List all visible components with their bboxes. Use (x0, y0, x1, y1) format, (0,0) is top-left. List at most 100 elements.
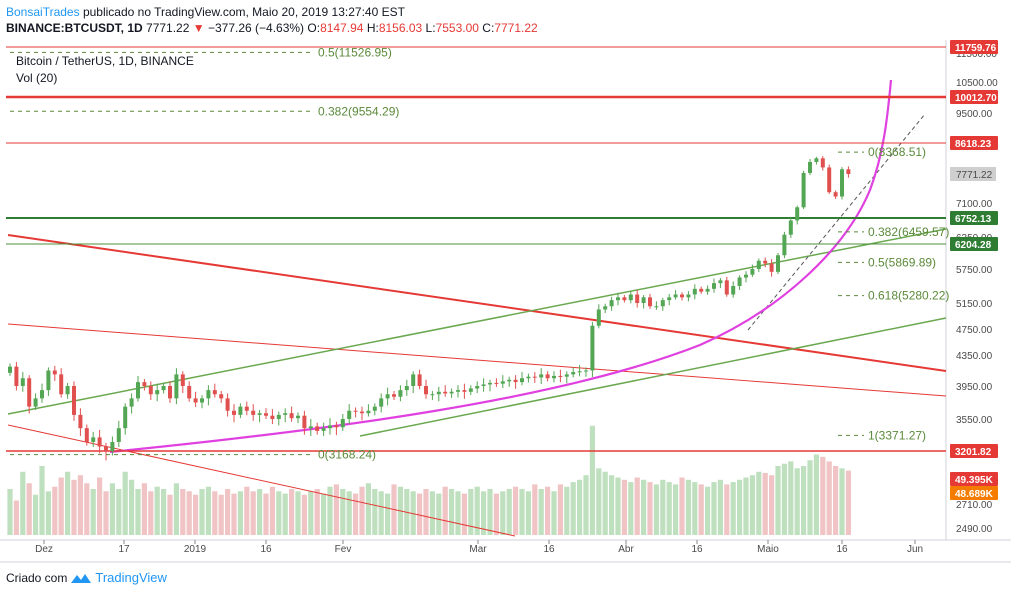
candle-body[interactable] (603, 306, 608, 310)
candle-body[interactable] (340, 419, 345, 428)
candle-body[interactable] (443, 391, 448, 394)
candle-body[interactable] (526, 376, 531, 379)
candle-body[interactable] (782, 234, 787, 256)
candle-body[interactable] (667, 297, 672, 301)
red-descending-trendline[interactable] (7, 234, 947, 372)
candle-body[interactable] (328, 425, 332, 429)
candle-body[interactable] (430, 394, 435, 396)
candle-body[interactable] (833, 192, 838, 197)
candle-body[interactable] (660, 300, 665, 307)
candle-body[interactable] (97, 437, 102, 447)
candle-body[interactable] (206, 390, 211, 399)
candle-body[interactable] (33, 398, 38, 407)
candle-body[interactable] (814, 158, 819, 162)
candle-body[interactable] (296, 415, 300, 419)
candle-body[interactable] (372, 406, 377, 411)
candle-body[interactable] (750, 269, 755, 275)
candle-body[interactable] (404, 386, 409, 391)
candle-body[interactable] (142, 382, 147, 386)
candle-body[interactable] (168, 386, 172, 399)
candle-body[interactable] (91, 437, 96, 442)
candle-body[interactable] (366, 410, 371, 414)
candle-body[interactable] (14, 366, 19, 386)
candle-body[interactable] (424, 386, 428, 395)
candle-body[interactable] (846, 169, 851, 175)
candle-body[interactable] (449, 391, 454, 394)
candle-body[interactable] (654, 306, 659, 308)
candle-body[interactable] (769, 263, 774, 272)
green-upper-channel[interactable] (7, 228, 947, 415)
candle-body[interactable] (737, 277, 742, 287)
candle-body[interactable] (193, 398, 198, 403)
candle-body[interactable] (827, 167, 832, 193)
candle-body[interactable] (238, 406, 243, 415)
candle-body[interactable] (584, 370, 588, 372)
candle-body[interactable] (417, 374, 422, 386)
candle-body[interactable] (334, 425, 339, 428)
time-axis[interactable]: Dez 17 2019 16 Fev Mar 16 Abr 16 Maio 16 Jun (35, 540, 923, 555)
candle-body[interactable] (59, 374, 64, 395)
candle-body[interactable] (488, 382, 492, 385)
candle-body[interactable] (148, 386, 153, 395)
candle-body[interactable] (270, 415, 275, 419)
candle-body[interactable] (840, 169, 844, 197)
tradingview-link[interactable]: TradingView (95, 570, 167, 585)
candle-body[interactable] (360, 411, 364, 414)
candle-body[interactable] (200, 398, 204, 403)
candle-body[interactable] (622, 297, 627, 301)
price-axis[interactable]: 2490.002710.003200.003550.003950.004350.… (950, 49, 998, 535)
candle-body[interactable] (712, 283, 716, 289)
candle-body[interactable] (705, 288, 710, 292)
candle-body[interactable] (289, 413, 294, 419)
candle-body[interactable] (379, 398, 384, 407)
candle-body[interactable] (718, 280, 723, 284)
candle-body[interactable] (571, 372, 576, 375)
candle-body[interactable] (692, 288, 697, 295)
candle-body[interactable] (123, 406, 128, 429)
candle-body[interactable] (635, 294, 640, 304)
dashed-fib-trendline[interactable] (747, 113, 926, 331)
candle-body[interactable] (609, 300, 614, 307)
candle-body[interactable] (398, 390, 403, 397)
thin-red-trendline[interactable] (7, 323, 947, 397)
candle-body[interactable] (507, 379, 512, 382)
candle-body[interactable] (78, 414, 83, 429)
candle-body[interactable] (8, 366, 12, 373)
candle-body[interactable] (808, 161, 812, 173)
candle-body[interactable] (648, 297, 652, 307)
candle-body[interactable] (116, 428, 121, 442)
candle-body[interactable] (187, 386, 192, 399)
candle-body[interactable] (52, 370, 57, 375)
candle-body[interactable] (155, 390, 160, 395)
candle-body[interactable] (468, 388, 473, 392)
candle-body[interactable] (596, 309, 601, 326)
candle-body[interactable] (46, 370, 51, 391)
candle-body[interactable] (174, 374, 179, 399)
candle-body[interactable] (788, 220, 793, 235)
candle-body[interactable] (475, 386, 480, 389)
candle-body[interactable] (244, 406, 249, 411)
candle-body[interactable] (219, 394, 224, 399)
candle-body[interactable] (308, 426, 313, 429)
candle-body[interactable] (321, 428, 326, 431)
candle-body[interactable] (456, 390, 460, 392)
candle-body[interactable] (564, 374, 569, 377)
candle-body[interactable] (129, 398, 134, 407)
candle-body[interactable] (545, 374, 550, 379)
candle-body[interactable] (392, 394, 396, 397)
candle-body[interactable] (481, 384, 486, 386)
candle-body[interactable] (40, 390, 44, 399)
candle-body[interactable] (494, 382, 499, 384)
candle-body[interactable] (20, 378, 25, 386)
candle-body[interactable] (795, 207, 800, 221)
candle-body[interactable] (302, 415, 307, 429)
candle-body[interactable] (232, 410, 236, 415)
candle-body[interactable] (558, 375, 563, 377)
candle-body[interactable] (820, 158, 825, 168)
candle-body[interactable] (104, 446, 108, 452)
candle-body[interactable] (225, 398, 230, 411)
candle-body[interactable] (385, 394, 390, 399)
green-lower-channel[interactable] (359, 317, 947, 437)
candle-body[interactable] (539, 374, 544, 378)
